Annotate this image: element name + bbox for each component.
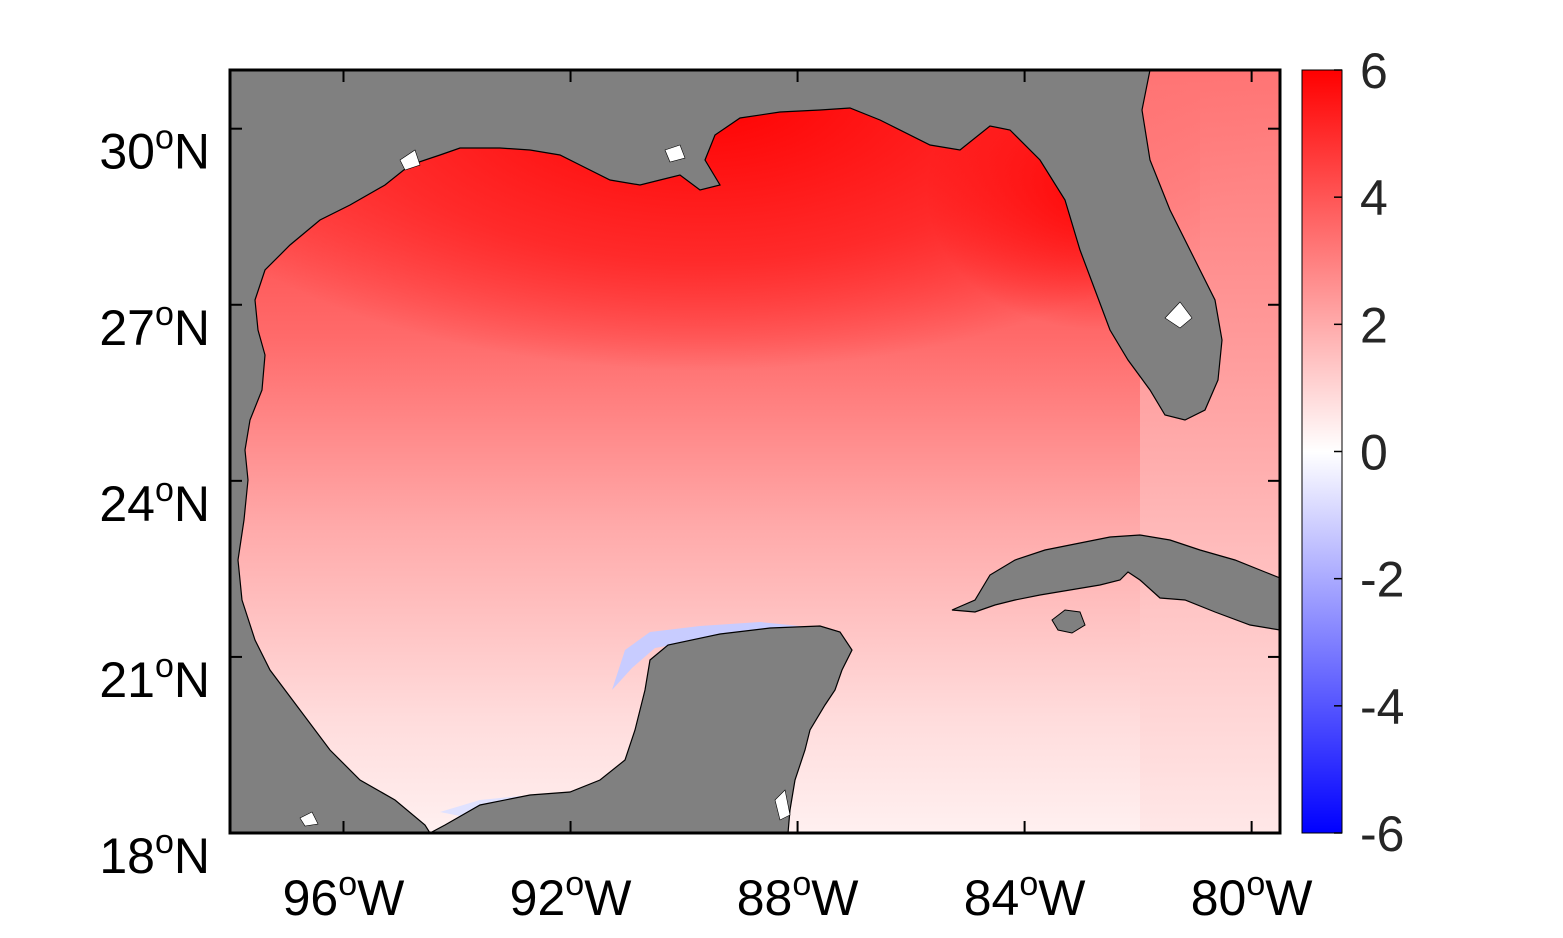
lat-tick-label: 24oN: [99, 471, 210, 532]
lat-tick-label: 30oN: [99, 119, 210, 180]
colorbar-tick-label: -2: [1360, 552, 1404, 608]
map-frame: [228, 68, 1282, 835]
land-yucatan: [429, 625, 853, 833]
land-isla-juventud: [1051, 609, 1086, 634]
lat-tick-label: 27oN: [99, 295, 210, 356]
cool-anomaly-yucatan-shelf: [612, 622, 820, 690]
no-data-patches: [299, 144, 1193, 827]
lon-tick-label: 80oW: [1191, 865, 1314, 926]
colorbar-tick-label: -4: [1360, 679, 1404, 735]
colorbar-ticks: 6 4 2 0 -2 -4 -6: [1334, 43, 1404, 862]
latitude-axis: 30oN 27oN 24oN 21oN 18oN: [99, 119, 1280, 884]
lon-tick-label: 84oW: [964, 865, 1087, 926]
colorbar-tick-label: -6: [1360, 806, 1404, 862]
land-cuba: [951, 534, 1280, 631]
colorbar-tick-label: 0: [1360, 425, 1388, 481]
lon-tick-label: 92oW: [510, 865, 633, 926]
colorbar-tick-label: 6: [1360, 43, 1388, 99]
colorbar-tick-label: 4: [1360, 170, 1388, 226]
lat-tick-label: 18oN: [99, 823, 210, 884]
land-north-america: [230, 70, 1223, 833]
colorbar-tick-label: 2: [1360, 297, 1388, 353]
atlantic-anomaly-field: [1140, 70, 1280, 833]
lat-tick-label: 21oN: [99, 647, 210, 708]
map-plot-area: [230, 70, 1280, 833]
lon-tick-label: 96oW: [283, 865, 406, 926]
longitude-axis: 96oW 92oW 88oW 84oW 80oW: [283, 70, 1314, 926]
lon-tick-label: 88oW: [737, 865, 860, 926]
